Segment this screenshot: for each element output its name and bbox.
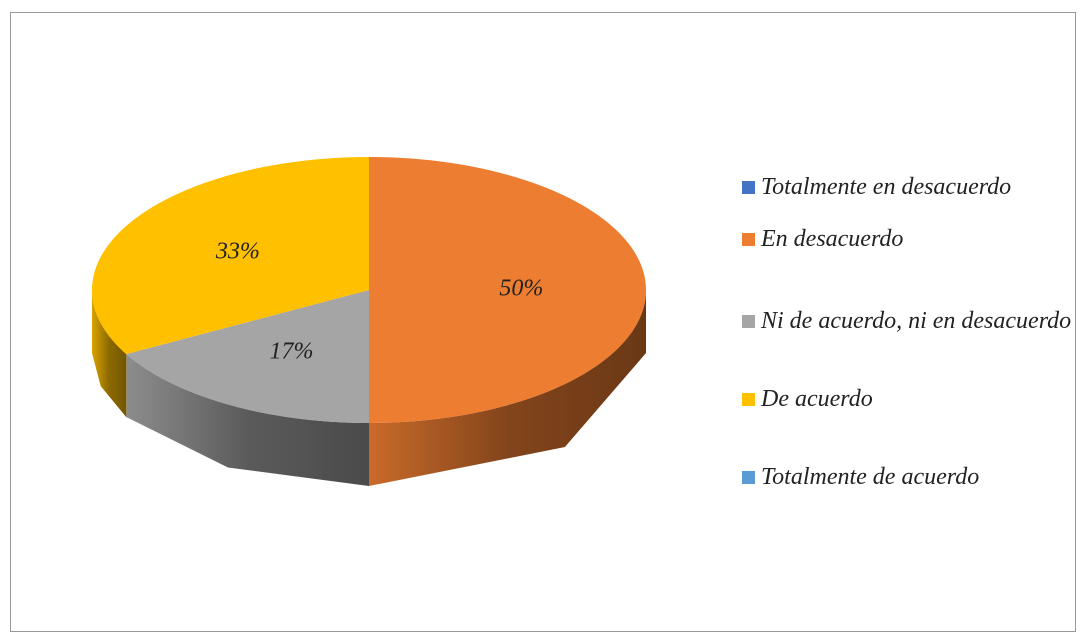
slice: [369, 157, 646, 423]
slice-side-shade: [126, 354, 369, 486]
legend-swatch: [742, 181, 755, 194]
legend-item: Ni de acuerdo, ni en desacuerdo: [742, 306, 1072, 336]
slice-side-shade: [92, 290, 127, 418]
value-label: 17%: [269, 338, 313, 364]
slice: [126, 290, 369, 423]
legend-label: Ni de acuerdo, ni en desacuerdo: [761, 308, 1072, 334]
legend-item: De acuerdo: [742, 384, 1072, 414]
legend-label: De acuerdo: [761, 386, 873, 412]
legend-swatch: [742, 471, 755, 484]
value-label: 33%: [215, 238, 260, 264]
slice: [92, 157, 369, 355]
legend-swatch: [742, 315, 755, 328]
slice-side-shade: [369, 290, 646, 486]
legend-item: En desacuerdo: [742, 224, 1072, 254]
legend-swatch: [742, 393, 755, 406]
legend-item: Totalmente en desacuerdo: [742, 172, 1072, 202]
legend-label: Totalmente de acuerdo: [761, 464, 980, 490]
legend-label: Totalmente en desacuerdo: [761, 174, 1012, 200]
legend-swatch: [742, 233, 755, 246]
legend-label: En desacuerdo: [761, 226, 904, 252]
legend-item: Totalmente de acuerdo: [742, 462, 1072, 492]
value-label: 50%: [499, 276, 543, 302]
